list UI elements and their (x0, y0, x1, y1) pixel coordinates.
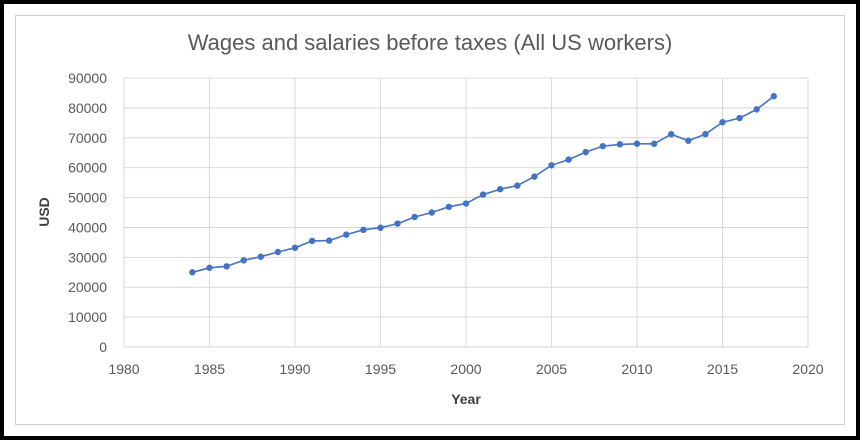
data-point (394, 220, 401, 227)
x-tick-label: 2015 (707, 361, 738, 377)
data-point (548, 162, 555, 169)
y-tick-label: 0 (99, 339, 107, 355)
data-point (326, 237, 333, 244)
data-point (274, 248, 282, 256)
data-point (497, 185, 504, 193)
y-tick-label: 90000 (68, 70, 107, 86)
data-point (514, 182, 521, 189)
y-axis-ticks: 0 10000 20000 30000 40000 50000 60000 70000 8000… (68, 70, 107, 355)
x-tick-label: 2000 (450, 361, 481, 377)
data-point (411, 213, 418, 221)
data-point (377, 224, 384, 231)
x-tick-label: 1985 (194, 361, 225, 377)
data-point (257, 253, 264, 260)
gridlines (123, 77, 809, 348)
x-tick-label: 1995 (365, 361, 396, 377)
data-point (719, 119, 726, 126)
data-point (770, 93, 777, 100)
y-tick-label: 10000 (68, 309, 107, 325)
data-point (565, 156, 572, 163)
x-axis-label: Year (451, 391, 481, 407)
data-point (753, 106, 760, 113)
x-tick-label: 2010 (621, 361, 652, 377)
data-point (428, 209, 435, 216)
data-point (736, 114, 743, 122)
data-points (189, 93, 777, 276)
series-line (192, 95, 775, 274)
chart-title: Wages and salaries before taxes (All US … (188, 30, 673, 55)
data-point (462, 200, 470, 207)
data-point (633, 140, 641, 147)
data-point (360, 226, 367, 234)
data-point (650, 140, 658, 147)
data-point (702, 130, 709, 138)
data-point (291, 244, 299, 251)
chart-area-border (15, 15, 845, 425)
x-tick-label: 2005 (536, 361, 567, 377)
data-point (206, 264, 213, 271)
data-point (616, 141, 624, 148)
data-point (223, 263, 230, 270)
data-point (599, 142, 606, 150)
data-point (343, 231, 350, 238)
y-tick-label: 70000 (68, 130, 107, 146)
data-point (685, 137, 692, 144)
y-tick-label: 40000 (68, 219, 107, 235)
data-point (240, 257, 247, 264)
y-tick-label: 60000 (68, 160, 107, 176)
data-point (668, 130, 675, 138)
y-tick-label: 80000 (68, 100, 107, 116)
x-tick-label: 1980 (108, 361, 139, 377)
data-point (189, 269, 196, 276)
x-tick-label: 1990 (279, 361, 310, 377)
y-axis-label: USD (36, 197, 52, 227)
data-point (445, 203, 453, 211)
data-point (308, 237, 316, 245)
y-tick-label: 30000 (68, 249, 107, 265)
x-axis-ticks: 1980 1985 1990 1995 2000 2005 2010 2015 2020 (108, 361, 823, 377)
data-point (582, 148, 589, 156)
y-tick-label: 20000 (68, 279, 107, 295)
data-point (479, 191, 487, 198)
y-tick-label: 50000 (68, 190, 107, 206)
data-point (531, 173, 538, 180)
x-tick-label: 2020 (792, 361, 823, 377)
